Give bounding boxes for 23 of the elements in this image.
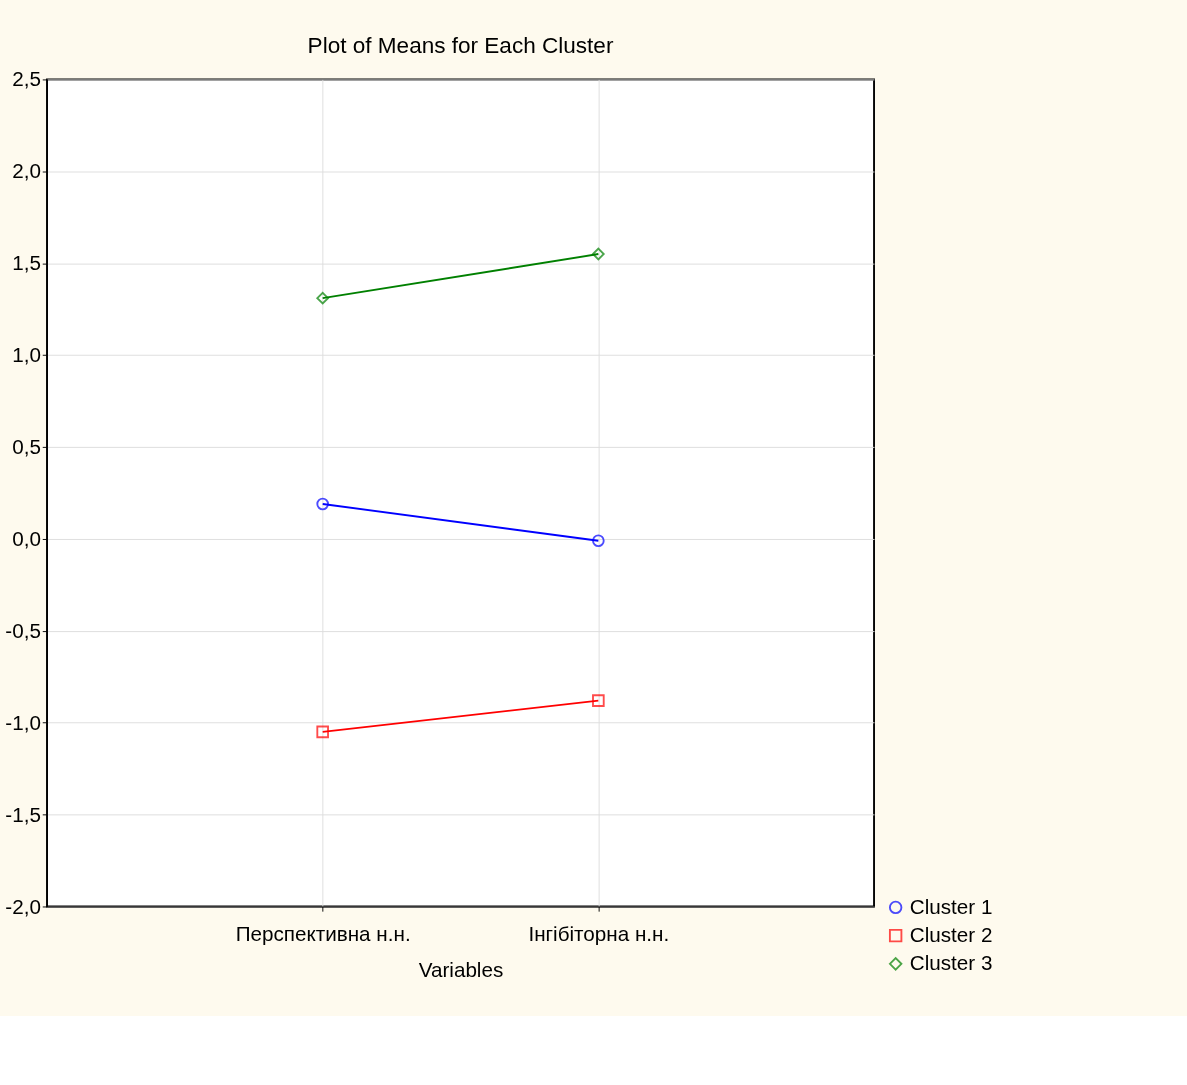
- point: [316, 497, 329, 511]
- y-tick-label: 1,0: [12, 343, 41, 367]
- y-tick-label: 2,5: [12, 67, 41, 91]
- point: [592, 694, 605, 707]
- chart-title: Plot of Means for Each Cluster: [307, 33, 614, 59]
- y-tick-label: -1,5: [5, 802, 41, 826]
- point: [316, 725, 329, 739]
- x-tick-label: Інгібіторна н.н.: [528, 921, 670, 945]
- legend-label: Cluster 2: [909, 923, 993, 947]
- y-tick-label: 0,5: [12, 435, 41, 459]
- x-tick-label: Перспективна н.н.: [235, 921, 411, 945]
- point: [316, 291, 329, 305]
- legend-label: Cluster 3: [909, 951, 993, 975]
- y-tick-label: -0,5: [5, 618, 41, 642]
- point: [592, 534, 605, 548]
- x-axis-title: Variables: [418, 958, 504, 982]
- y-tick-label: 2,0: [12, 159, 41, 183]
- y-tick-label: 1,5: [12, 251, 41, 275]
- y-tick-label: -1,0: [5, 710, 41, 734]
- y-tick-label: -2,0: [5, 894, 41, 918]
- y-tick-label: 0,0: [12, 526, 41, 550]
- legend-label: Cluster 1: [909, 895, 993, 918]
- point: [592, 247, 605, 261]
